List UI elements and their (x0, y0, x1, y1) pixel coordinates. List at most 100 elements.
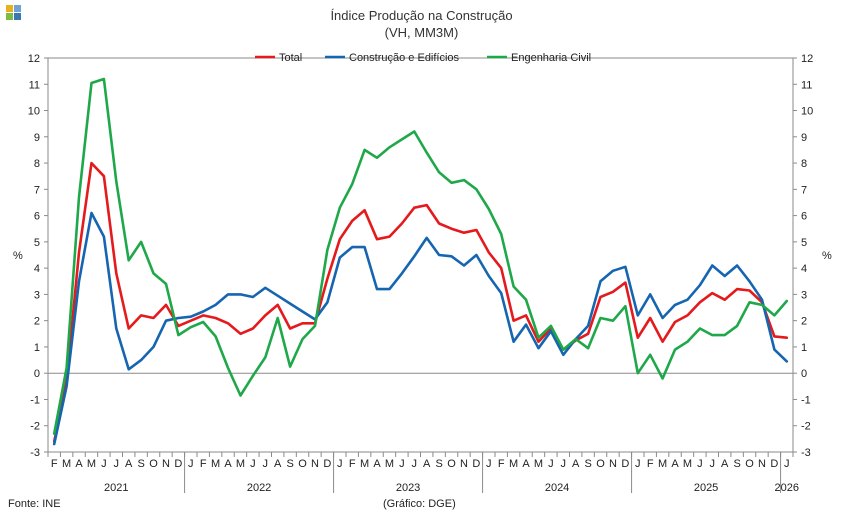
y-tick-label-right: -2 (801, 421, 811, 433)
credit-note: (Gráfico: DGE) (383, 498, 456, 510)
month-label: F (200, 458, 207, 470)
month-label: A (373, 458, 381, 470)
plot-frame (47, 57, 794, 453)
month-label: D (323, 458, 331, 470)
y-tick-label-right: 5 (801, 237, 807, 249)
y-tick-label-left: 5 (34, 237, 40, 249)
month-label: S (137, 458, 144, 470)
month-label: S (733, 458, 740, 470)
month-label: N (162, 458, 170, 470)
month-label: M (87, 458, 96, 470)
month-label: N (609, 458, 617, 470)
month-label: A (75, 458, 83, 470)
month-label: J (114, 458, 120, 470)
chart-title: Índice Produção na Construção (330, 8, 513, 23)
month-label: A (721, 458, 729, 470)
y-axis-label-right: % (822, 250, 832, 262)
month-label: F (498, 458, 505, 470)
y-tick-label-right: 8 (801, 158, 807, 170)
y-tick-label-left: 10 (28, 106, 40, 118)
month-label: M (360, 458, 369, 470)
month-label: A (522, 458, 530, 470)
month-label: M (509, 458, 518, 470)
month-label: N (460, 458, 468, 470)
month-label: J (697, 458, 703, 470)
month-label: M (683, 458, 692, 470)
y-tick-label-right: 4 (801, 263, 807, 275)
y-tick-label-right: -1 (801, 394, 811, 406)
y-tick-label-left: 8 (34, 158, 40, 170)
month-label: A (125, 458, 133, 470)
month-label: A (224, 458, 232, 470)
legend-label: Construção e Edifícios (349, 52, 460, 64)
month-label: M (62, 458, 71, 470)
series-line (52, 77, 789, 435)
month-label: N (758, 458, 766, 470)
month-label: S (584, 458, 591, 470)
y-tick-label-right: -3 (801, 447, 811, 459)
month-label: M (534, 458, 543, 470)
month-label: D (621, 458, 629, 470)
month-label: F (349, 458, 356, 470)
month-label: A (671, 458, 679, 470)
source-note: Fonte: INE (8, 498, 61, 510)
month-label: J (337, 458, 343, 470)
y-tick-label-left: -3 (30, 447, 40, 459)
y-tick-label-left: 12 (28, 53, 40, 65)
y-tick-label-left: 0 (34, 368, 40, 380)
y-tick-label-left: -1 (30, 394, 40, 406)
month-label: J (710, 458, 716, 470)
month-label: J (188, 458, 194, 470)
y-tick-label-right: 3 (801, 289, 807, 301)
y-tick-label-left: -2 (30, 421, 40, 433)
month-label: J (561, 458, 567, 470)
legend-label: Engenharia Civil (511, 52, 591, 64)
year-label: 2022 (247, 482, 271, 494)
logo (6, 5, 22, 21)
y-tick-label-left: 6 (34, 211, 40, 223)
month-label: S (435, 458, 442, 470)
chart-subtitle: (VH, MM3M) (384, 25, 459, 40)
series-line (52, 211, 789, 446)
month-label: F (51, 458, 58, 470)
month-label: S (286, 458, 293, 470)
y-tick-label-right: 9 (801, 132, 807, 144)
y-tick-label-left: 4 (34, 263, 40, 275)
y-tick-label-left: 9 (34, 132, 40, 144)
month-label: J (486, 458, 492, 470)
month-label: J (399, 458, 405, 470)
month-label: J (548, 458, 554, 470)
month-label: D (174, 458, 182, 470)
month-label: J (635, 458, 641, 470)
month-label: O (149, 458, 158, 470)
month-label: O (596, 458, 605, 470)
month-label: F (647, 458, 654, 470)
y-tick-label-left: 11 (29, 79, 40, 91)
month-label: M (658, 458, 667, 470)
y-tick-label-right: 1 (801, 342, 807, 354)
y-tick-label-right: 0 (801, 368, 807, 380)
month-label: D (770, 458, 778, 470)
month-label: J (412, 458, 418, 470)
month-label: O (447, 458, 456, 470)
y-tick-label-left: 3 (34, 289, 40, 301)
month-label: M (385, 458, 394, 470)
y-tick-label-right: 7 (801, 184, 807, 196)
logo-square-3 (6, 13, 13, 20)
y-tick-label-right: 6 (801, 211, 807, 223)
y-tick-label-right: 2 (801, 316, 807, 328)
y-tick-label-left: 7 (34, 184, 40, 196)
year-label: 2026 (775, 482, 799, 494)
legend-label: Total (279, 52, 302, 64)
y-tick-label-left: 1 (34, 342, 40, 354)
logo-square-4 (14, 13, 21, 20)
y-tick-label-right: 12 (801, 53, 813, 65)
series-line (52, 161, 789, 443)
month-label: O (745, 458, 754, 470)
month-label: A (274, 458, 282, 470)
month-label: A (423, 458, 431, 470)
y-axis-label-left: % (13, 250, 23, 262)
month-label: J (250, 458, 256, 470)
month-label: J (784, 458, 790, 470)
